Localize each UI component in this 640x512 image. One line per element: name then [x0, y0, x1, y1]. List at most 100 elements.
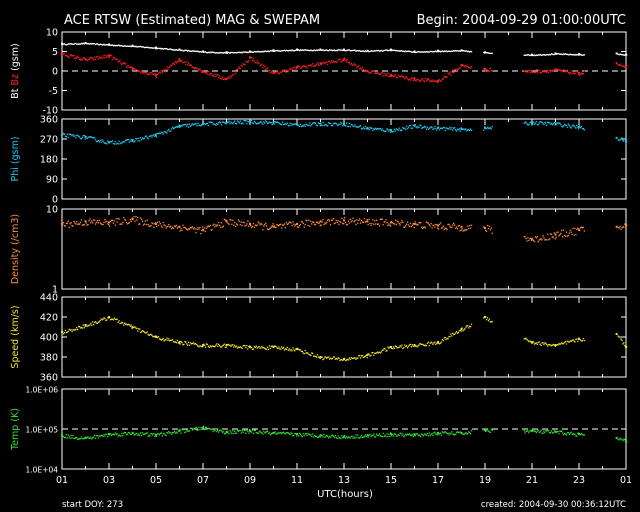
data-dot [264, 347, 266, 350]
data-dot [156, 336, 159, 339]
data-dot [68, 56, 70, 59]
data-dot [297, 65, 299, 67]
y-axis-label: Speed (km/s) [10, 305, 21, 368]
data-dot [187, 344, 189, 346]
data-dot [388, 130, 390, 132]
data-dot [83, 327, 85, 329]
data-dot [563, 53, 565, 55]
data-dot [111, 58, 114, 61]
data-dot [276, 70, 278, 72]
data-dot [292, 49, 294, 52]
data-dot [284, 70, 287, 72]
data-dot [199, 68, 201, 70]
data-dot [245, 51, 247, 54]
data-dot [307, 49, 309, 51]
data-dot [350, 221, 352, 223]
data-dot [166, 226, 168, 228]
data-dot [297, 433, 299, 435]
data-dot [194, 427, 196, 429]
data-dot [122, 322, 124, 324]
data-dot [570, 431, 572, 433]
y-tick-label: -5 [49, 86, 58, 97]
data-dot [269, 122, 272, 124]
data-dot [281, 347, 284, 349]
data-dot [297, 226, 300, 229]
data-dot [275, 49, 277, 52]
data-dot [309, 434, 311, 436]
data-dot [369, 222, 371, 225]
data-dot [218, 121, 221, 123]
data-dot [440, 80, 443, 82]
data-dot [95, 322, 98, 324]
data-dot [351, 220, 353, 222]
data-dot [445, 431, 447, 434]
data-dot [151, 136, 153, 138]
data-dot [135, 71, 137, 73]
data-dot [251, 51, 254, 53]
data-dot [98, 219, 100, 222]
data-dot [340, 121, 342, 124]
y-axis-label-part: (gsm) [10, 43, 21, 74]
data-dot [140, 217, 142, 219]
data-dot [354, 357, 356, 359]
data-dot [450, 432, 452, 435]
data-dot [343, 223, 345, 225]
data-dot [531, 430, 533, 432]
data-dot [181, 49, 183, 51]
data-dot [428, 432, 430, 434]
data-dot [234, 120, 236, 122]
data-dot [256, 347, 258, 349]
data-dot [251, 225, 254, 227]
data-dot [109, 433, 112, 435]
data-dot [141, 71, 144, 74]
data-dot [251, 429, 254, 431]
data-dot [390, 225, 392, 227]
data-dot [312, 50, 314, 52]
data-dot [203, 51, 205, 53]
data-dot [111, 44, 114, 46]
data-dot [579, 125, 581, 127]
data-dot [234, 344, 236, 347]
data-dot [545, 69, 547, 72]
data-dot [437, 227, 439, 229]
data-dot [216, 52, 218, 54]
data-dot [366, 434, 368, 436]
data-dot [486, 126, 489, 128]
data-dot [391, 49, 393, 52]
data-dot [142, 72, 145, 74]
data-dot [272, 345, 274, 348]
data-point [225, 430, 228, 433]
data-dot [548, 53, 551, 56]
data-dot [448, 223, 450, 225]
data-dot [206, 427, 209, 430]
data-dot [349, 437, 351, 439]
data-dot [454, 433, 457, 435]
data-dot [328, 60, 330, 62]
data-dot [351, 64, 353, 66]
data-dot [271, 432, 273, 434]
data-dot [414, 435, 416, 437]
data-dot [556, 344, 558, 346]
data-dot [77, 223, 80, 225]
data-dot [469, 67, 472, 69]
data-dot [210, 428, 212, 430]
data-dot [538, 341, 540, 343]
data-dot [142, 433, 145, 436]
data-dot [139, 70, 141, 73]
data-dot [171, 433, 173, 435]
data-dot [489, 431, 491, 434]
data-dot [469, 431, 471, 434]
data-dot [203, 51, 206, 53]
data-dot [542, 122, 544, 125]
data-dot [194, 50, 196, 53]
data-dot [90, 42, 92, 45]
data-dot [200, 51, 202, 53]
data-dot [465, 128, 467, 130]
data-dot [90, 136, 92, 138]
data-dot [324, 356, 326, 358]
data-dot [226, 121, 228, 123]
data-dot [215, 224, 217, 226]
data-dot [366, 128, 368, 130]
data-dot [320, 64, 322, 66]
data-dot [419, 342, 421, 345]
